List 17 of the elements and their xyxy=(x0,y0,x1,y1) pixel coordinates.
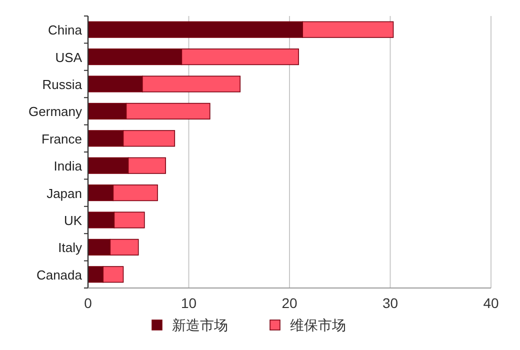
x-tick-label: 30 xyxy=(382,295,398,311)
x-tick-label: 0 xyxy=(84,295,92,311)
y-tick-label: Japan xyxy=(46,186,82,201)
legend-label: 维保市场 xyxy=(290,317,346,333)
x-tick-label: 20 xyxy=(282,295,298,311)
y-tick-label: UK xyxy=(64,213,82,228)
y-tick-label: Germany xyxy=(28,104,82,120)
y-tick-label: France xyxy=(42,131,82,146)
y-tick-label: India xyxy=(54,158,83,174)
y-tick-label: Canada xyxy=(36,267,83,282)
x-tick-label: 10 xyxy=(180,295,197,311)
y-tick-label: China xyxy=(48,22,83,38)
y-tick-label: Russia xyxy=(42,77,83,92)
x-tick-label: 40 xyxy=(483,295,499,311)
legend-label: 新造市场 xyxy=(172,317,228,333)
y-tick-label: Italy xyxy=(58,240,82,256)
y-tick-label: USA xyxy=(55,50,82,65)
